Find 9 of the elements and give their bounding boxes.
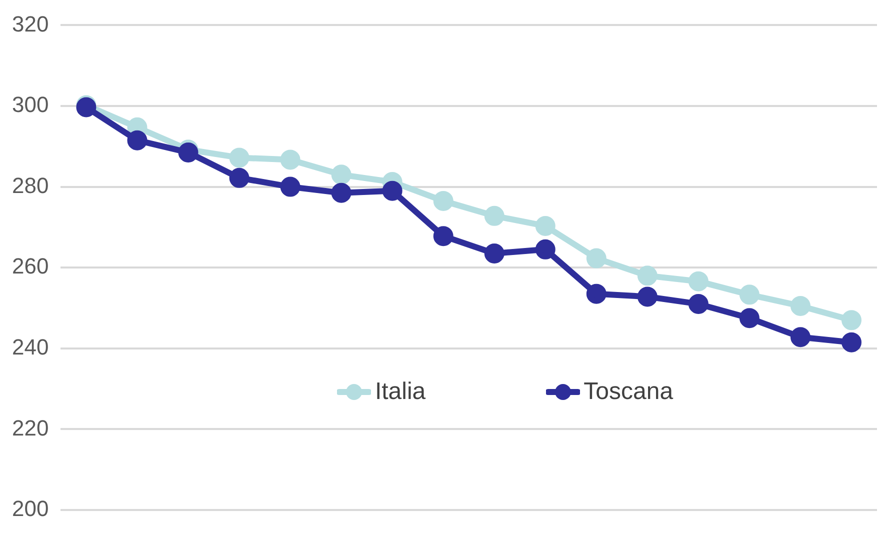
y-tick-label: 300 (12, 92, 49, 118)
legend-label: Toscana (584, 378, 674, 406)
y-tick-label: 220 (12, 415, 49, 440)
y-tick-label: 320 (12, 11, 49, 36)
y-tick-label: 260 (12, 254, 49, 279)
legend-label: Italia (374, 378, 426, 406)
y-tick-label: 280 (12, 172, 49, 198)
y-tick-label: 240 (12, 334, 49, 360)
y-tick-label: 200 (12, 496, 49, 522)
